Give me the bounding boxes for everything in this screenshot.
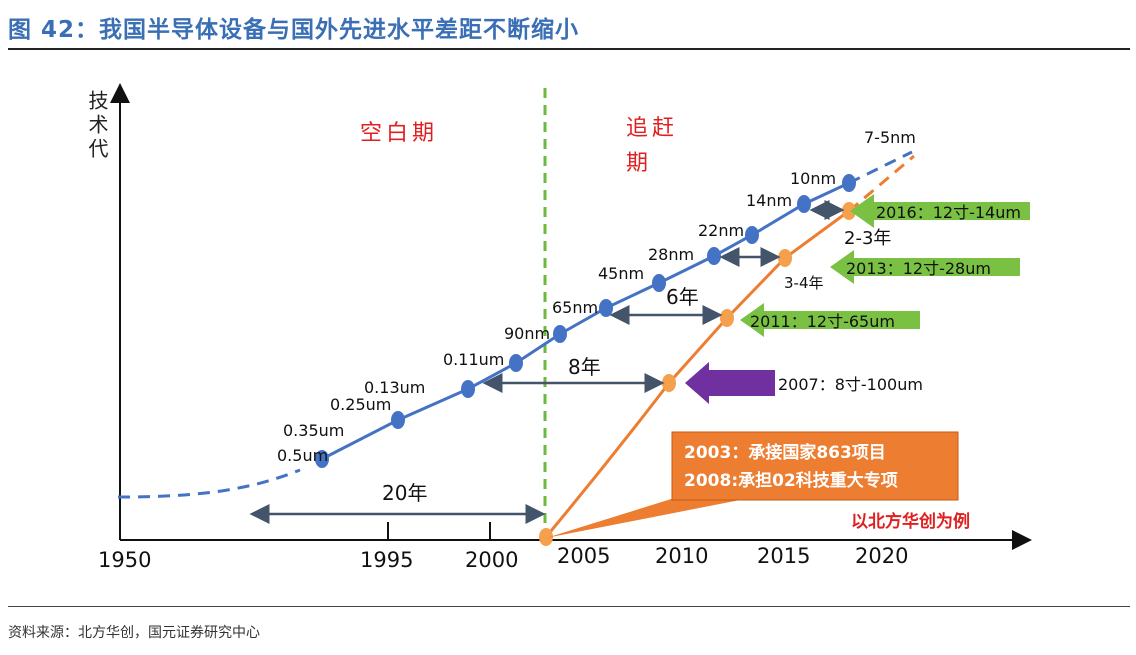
x-tick-label: 1950	[98, 548, 151, 572]
milestone-arrow	[685, 362, 775, 404]
period-blank-label: 空白期	[360, 121, 438, 146]
gap-label: 20年	[382, 481, 427, 505]
gap-label: 8年	[568, 355, 601, 379]
global-node-label: 0.11um	[443, 350, 504, 369]
y-axis-label: 技术代	[85, 90, 109, 162]
domestic-node-point	[842, 202, 856, 220]
milestone-label: 2013：12寸-28um	[846, 259, 991, 278]
global-node-label: 0.35um	[283, 421, 344, 440]
milestone-label: 2011：12寸-65um	[750, 312, 895, 331]
global-node-label: 90nm	[504, 324, 550, 343]
domestic-node-point	[778, 249, 792, 267]
example-note: 以北方华创为例	[851, 511, 970, 532]
global-node-point	[842, 174, 856, 192]
global-node-point	[797, 195, 811, 213]
global-node-label: 45nm	[598, 264, 644, 283]
source-note: 资料来源：北方华创，国元证券研究中心	[8, 625, 260, 641]
global-node-label: 10nm	[790, 169, 836, 188]
global-node-point	[461, 380, 475, 398]
gap-label: 6年	[666, 285, 699, 309]
milestone-arrow	[830, 250, 1020, 284]
global-node-label: 28nm	[648, 245, 694, 264]
global-node-point	[553, 325, 567, 343]
x-tick-label: 2020	[855, 544, 908, 568]
x-tick-label: 2000	[465, 548, 518, 572]
x-tick-label: 2010	[655, 544, 708, 568]
period-catchup-label: 追赶	[626, 116, 678, 141]
global-node-point	[745, 226, 759, 244]
global-node-label: 0.5um	[277, 446, 328, 465]
x-tick-label: 2015	[757, 544, 810, 568]
domestic-node-point	[662, 374, 676, 392]
global-node-point	[315, 450, 329, 468]
global-node-label: 0.13um	[364, 378, 425, 397]
footer-divider	[8, 606, 1130, 607]
global-node-label: 7-5nm	[864, 128, 916, 147]
global-node-label: 0.25um	[330, 395, 391, 414]
callout-line-2: 2008:承担02科技重大专项	[684, 470, 898, 491]
figure-title: 图 42：我国半导体设备与国外先进水平差距不断缩小	[8, 17, 580, 43]
global-node-point	[509, 354, 523, 372]
global-node-label: 65nm	[552, 298, 598, 317]
x-tick-label: 2005	[557, 544, 610, 568]
domestic-future-dashed	[848, 154, 915, 213]
milestone-label: 2016：12寸-14um	[876, 203, 1021, 222]
global-node-point	[599, 299, 613, 317]
global-node-label: 22nm	[698, 221, 744, 240]
global-node-label: 14nm	[746, 191, 792, 210]
global-node-point	[391, 411, 405, 429]
milestone-arrow	[740, 303, 920, 337]
milestone-label: 2007：8寸-100um	[778, 375, 923, 394]
global-early-dashed	[117, 468, 301, 499]
global-future-dashed	[848, 150, 913, 185]
global-node-point	[652, 274, 666, 292]
domestic-node-point	[720, 309, 734, 327]
period-catchup-label-2: 期	[626, 151, 648, 176]
global-node-point	[707, 247, 721, 265]
gap-label: 2-3年	[844, 228, 891, 249]
policy-callout: 2003：承接国家863项目 2008:承担02科技重大专项	[546, 431, 959, 538]
callout-line-1: 2003：承接国家863项目	[684, 442, 886, 463]
gap-label: 3-4年	[784, 274, 824, 292]
milestone-arrow	[850, 194, 1030, 228]
title-divider	[8, 48, 1130, 50]
domestic-node-point	[539, 528, 553, 546]
x-tick-label: 1995	[360, 548, 413, 572]
